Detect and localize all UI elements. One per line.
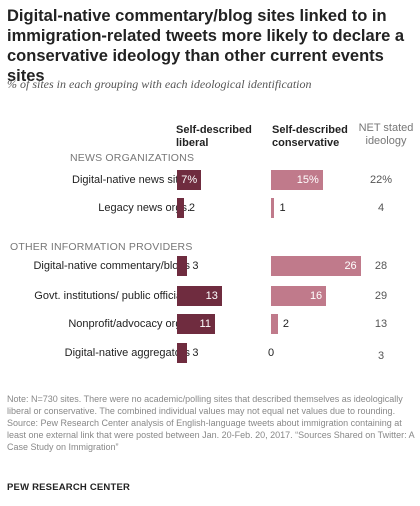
source-text: Source: Pew Research Center analysis of … (7, 418, 415, 452)
brand-label: PEW RESEARCH CENTER (7, 482, 131, 493)
net-value-digital-native-commentary-blogs: 28 (374, 260, 388, 272)
liberal-bar-nonprofit-advocacy-orgs (177, 314, 215, 334)
liberal-bar-digital-native-news-sites (177, 170, 202, 190)
conservative-value-govt-institutions-public-officials: 16 (309, 290, 323, 302)
liberal-bar-govt-institutions-public-officials (177, 286, 222, 306)
row-label-govt-institutions-public-officials: Govt. institutions/ public officials (34, 290, 190, 302)
conservative-bar-nonprofit-advocacy-orgs (271, 314, 278, 334)
liberal-bar-legacy-news-orgs (177, 198, 184, 218)
net-value-digital-native-aggregators: 3 (377, 350, 385, 362)
conservative-bar-govt-institutions-public-officials (271, 286, 327, 306)
liberal-value-digital-native-commentary-blogs: 3 (192, 260, 199, 272)
chart-subtitle: % of sites in each grouping with each id… (7, 77, 312, 91)
conservative-value-legacy-news-orgs: 1 (279, 202, 286, 214)
row-label-digital-native-aggregators: Digital-native aggregators (64, 347, 190, 359)
conservative-bar-legacy-news-orgs (271, 198, 275, 218)
liberal-bar-digital-native-commentary-blogs (177, 256, 188, 276)
net-value-nonprofit-advocacy-orgs: 13 (374, 318, 388, 330)
liberal-value-nonprofit-advocacy-orgs: 11 (199, 318, 211, 330)
conservative-value-digital-native-commentary-blogs: 26 (344, 260, 357, 272)
liberal-value-legacy-news-orgs: 2 (188, 202, 196, 214)
section-other-information-providers: OTHER INFORMATION PROVIDERS (10, 241, 193, 253)
chart-title: Digital-native commentary/blog sites lin… (7, 7, 405, 85)
note-text: Note: N=730 sites. There were no academi… (7, 394, 403, 416)
conservative-bar-digital-native-news-sites (271, 170, 323, 190)
footnote: Note: N=730 sites. There were no academi… (7, 393, 415, 453)
conservative-value-digital-native-aggregators: 0 (268, 347, 275, 359)
column-header-liberal: Self-described liberal (176, 124, 252, 149)
row-label-digital-native-commentary-blogs: Digital-native commentary/blogs (33, 260, 190, 272)
column-header-net: NET stated ideology (358, 122, 414, 147)
section-news-organizations: NEWS ORGANIZATIONS (70, 152, 195, 164)
row-label-digital-native-news-sites: Digital-native news sites (72, 174, 190, 186)
liberal-value-digital-native-aggregators: 3 (192, 347, 199, 359)
row-label-legacy-news-orgs: Legacy news orgs. (98, 202, 190, 214)
liberal-value-govt-institutions-public-officials: 13 (205, 290, 218, 302)
liberal-bar-digital-native-aggregators (177, 343, 188, 363)
liberal-value-digital-native-news-sites: 7% (181, 174, 198, 186)
net-value-govt-institutions-public-officials: 29 (374, 290, 388, 302)
row-label-nonprofit-advocacy-orgs: Nonprofit/advocacy orgs. (68, 318, 190, 330)
conservative-value-digital-native-news-sites: 15% (296, 174, 319, 186)
net-value-legacy-news-orgs: 4 (377, 202, 385, 214)
conservative-value-nonprofit-advocacy-orgs: 2 (282, 318, 290, 330)
conservative-bar-digital-native-commentary-blogs (271, 256, 361, 276)
column-header-conservative: Self-described conservative (272, 124, 348, 149)
net-value-digital-native-news-sites: 22% (369, 174, 393, 186)
